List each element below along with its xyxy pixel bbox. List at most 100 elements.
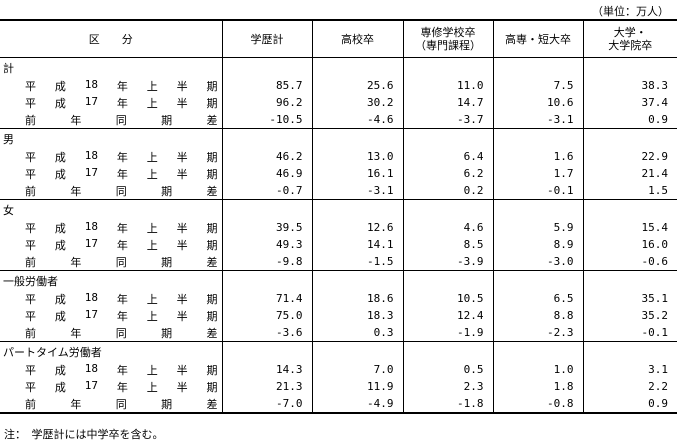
row-label: 平 成 18 年 上 半 期 [0, 290, 222, 307]
row-label-char: 半 [176, 96, 188, 110]
cell-value: 3.1 [582, 361, 677, 378]
header-col: 大学・ 大学院卒 [582, 19, 677, 58]
row-label-char: 平 [25, 167, 36, 181]
cell-value: 2.2 [582, 378, 677, 395]
cell-value: 71.4 [221, 290, 312, 307]
group-row: パートタイム労働者 [0, 341, 677, 361]
row-label: 前年同期差 [0, 395, 222, 414]
row-label-char: 差 [206, 255, 218, 269]
cell-value: 18.3 [311, 307, 403, 324]
row-label-char: 半 [176, 380, 188, 394]
cell-value: 37.4 [582, 94, 677, 111]
cell-value: 10.6 [492, 94, 583, 111]
cell-value: 0.5 [402, 361, 493, 378]
cell-value: 49.3 [221, 236, 312, 253]
row-label-char: 上 [146, 150, 158, 164]
row-label-char: 同 [115, 397, 127, 411]
row-label-char: 上 [146, 238, 158, 252]
table-row: 平 成 18 年 上 半 期 71.4 18.6 10.5 6.5 35.1 [0, 290, 677, 307]
row-label-char: 17 [84, 236, 98, 250]
table-row: 平 成 18 年 上 半 期 14.3 7.0 0.5 1.0 3.1 [0, 361, 677, 378]
cell-value: 75.0 [221, 307, 312, 324]
row-label-char: 年 [116, 238, 128, 252]
row-label-char: 期 [206, 96, 218, 110]
cell-value: 10.5 [402, 290, 493, 307]
row-label-char: 期 [206, 238, 218, 252]
row-label-char: 前 [25, 113, 36, 127]
cell-value: 6.4 [402, 148, 493, 165]
group-label: 一般労働者 [0, 270, 222, 290]
cell-value: -3.7 [402, 111, 493, 129]
row-label-char: 17 [84, 307, 98, 321]
cell-value: -10.5 [221, 111, 312, 129]
row-label-char: 差 [206, 184, 218, 198]
cell-value: 21.3 [221, 378, 312, 395]
row-label-char: 年 [116, 150, 128, 164]
row-label-char: 17 [84, 378, 98, 392]
cell-value: 0.3 [311, 324, 403, 342]
cell-value: 21.4 [582, 165, 677, 182]
row-label-char: 前 [25, 326, 36, 340]
row-label-char: 年 [116, 79, 128, 93]
row-label-char: 期 [206, 150, 218, 164]
group-row: 男 [0, 128, 677, 148]
cell-value: 8.5 [402, 236, 493, 253]
row-label-char: 同 [115, 326, 127, 340]
table-row: 平 成 18 年 上 半 期 39.5 12.6 4.6 5.9 15.4 [0, 219, 677, 236]
cell-value: 35.1 [582, 290, 677, 307]
cell-value: 11.9 [311, 378, 403, 395]
table-row: 前 年 同 期 差 -3.6 0.3 -1.9 -2.3 -0.1 [0, 324, 677, 342]
cell-value: 8.8 [492, 307, 583, 324]
row-label-char: 年 [70, 113, 82, 127]
header-col: 高校卒 [311, 19, 404, 58]
group-label: 男 [0, 128, 222, 148]
row-label: 平 成 18 年 上 半 期 [0, 148, 222, 165]
row-label-char: 上 [146, 221, 158, 235]
row-label-char: 年 [116, 363, 128, 377]
row-label-char: 年 [70, 326, 82, 340]
row-label-char: 17 [84, 94, 98, 108]
cell-value: 8.9 [492, 236, 583, 253]
row-label-char: 平 [25, 96, 36, 110]
row-label-char: 上 [146, 79, 158, 93]
row-label-char: 半 [176, 150, 188, 164]
cell-value: 6.2 [402, 165, 493, 182]
row-label-char: 18 [84, 361, 98, 375]
cell-value: 46.9 [221, 165, 312, 182]
cell-value: 35.2 [582, 307, 677, 324]
table-row: 平 成 18 年 上 半 期 85.7 25.6 11.0 7.5 38.3 [0, 77, 677, 94]
cell-value: -3.6 [221, 324, 312, 342]
row-label-char: 上 [146, 309, 158, 323]
footnote: 注： 学歴計には中学卒を含む。 [4, 428, 164, 441]
cell-value: 1.8 [492, 378, 583, 395]
cell-value: 0.9 [582, 395, 677, 414]
row-label-char: 平 [25, 380, 36, 394]
row-label-char: 17 [84, 165, 98, 179]
row-label: 平 成 18 年 上 半 期 [0, 361, 222, 378]
row-label-char: 成 [54, 150, 66, 164]
row-label: 平 成 17 年 上 半 期 [0, 165, 222, 182]
cell-value: 30.2 [311, 94, 403, 111]
row-label-char: 年 [116, 309, 128, 323]
table-row: 平 成 18 年 上 半 期 46.2 13.0 6.4 1.6 22.9 [0, 148, 677, 165]
row-label: 平 成 18 年 上 半 期 [0, 219, 222, 236]
row-label-char: 18 [84, 77, 98, 91]
cell-value: -0.1 [492, 182, 583, 200]
cell-value: 39.5 [221, 219, 312, 236]
row-label-char: 期 [206, 309, 218, 323]
cell-value: 16.0 [582, 236, 677, 253]
cell-value: -0.7 [221, 182, 312, 200]
cell-value: 12.6 [311, 219, 403, 236]
cell-value: 46.2 [221, 148, 312, 165]
table-row: 平 成 17 年 上 半 期 21.3 11.9 2.3 1.8 2.2 [0, 378, 677, 395]
table-row: 平 成 17 年 上 半 期 46.9 16.1 6.2 1.7 21.4 [0, 165, 677, 182]
row-label-char: 前 [25, 397, 36, 411]
cell-value: -2.3 [492, 324, 583, 342]
group-label: 計 [0, 57, 222, 77]
cell-value: 1.0 [492, 361, 583, 378]
table-row: 平 成 17 年 上 半 期 75.0 18.3 12.4 8.8 35.2 [0, 307, 677, 324]
row-label-char: 18 [84, 148, 98, 162]
row-label-char: 年 [70, 184, 82, 198]
row-label-char: 年 [116, 292, 128, 306]
row-label-char: 成 [54, 79, 66, 93]
